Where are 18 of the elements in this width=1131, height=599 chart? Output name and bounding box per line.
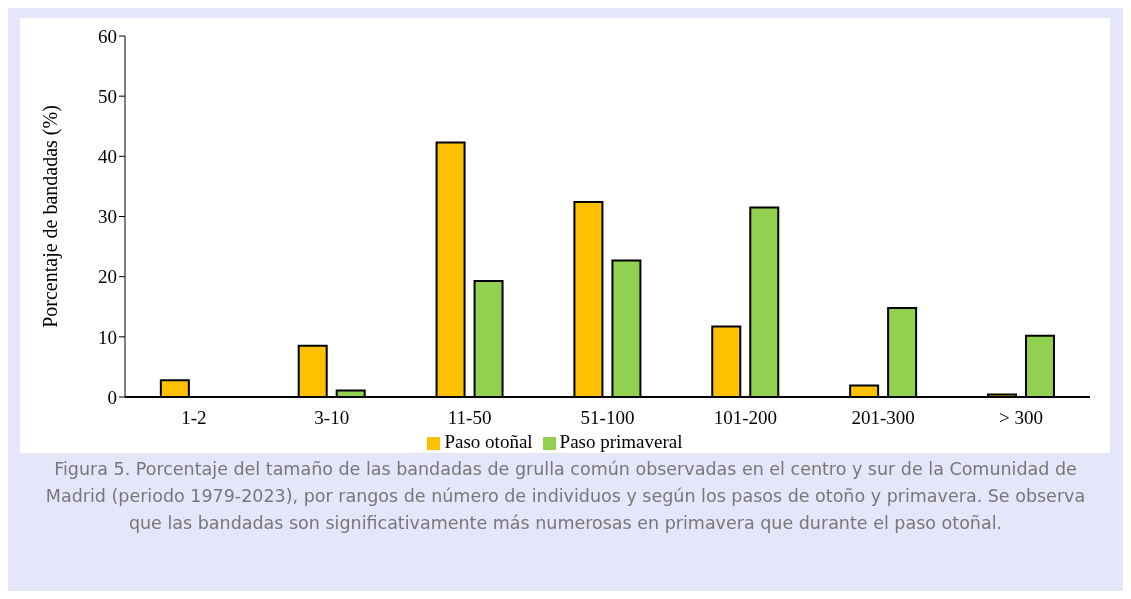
y-tick-label: 40 — [98, 146, 117, 168]
y-tick-label: 10 — [98, 326, 117, 348]
y-tick-label: 50 — [98, 85, 117, 107]
y-tick-label: 20 — [98, 266, 117, 288]
x-tick-label: 101-200 — [713, 407, 778, 429]
x-tick-label: 51-100 — [580, 407, 635, 429]
legend-label: Paso primaveral — [559, 431, 683, 452]
legend-label: Paso otoñal — [444, 431, 533, 452]
x-tick-label: 11-50 — [447, 407, 492, 429]
x-tick-label: > 300 — [999, 407, 1044, 429]
x-tick-label: 3-10 — [314, 407, 350, 429]
y-axis-title: Porcentaje de bandadas (%) — [39, 105, 63, 328]
y-tick-label: 60 — [98, 25, 117, 47]
y-tick-label: 0 — [107, 386, 117, 408]
x-tick-label: 201-300 — [851, 407, 915, 429]
x-tick-label: 1-2 — [181, 407, 207, 429]
y-tick-label: 30 — [98, 206, 117, 228]
text: Figura 5. Porcentaje del tamaño de las bandadas de grulla común observadas en el centro y sur de la Comunidad de Madrid (periodo 1979-2023), por rangos de número de individuos y según los pasos de otoño y primavera. Se observa que las bandadas son significativamente más numerosas en primavera que durante el paso otoñal. — [44, 458, 1087, 535]
